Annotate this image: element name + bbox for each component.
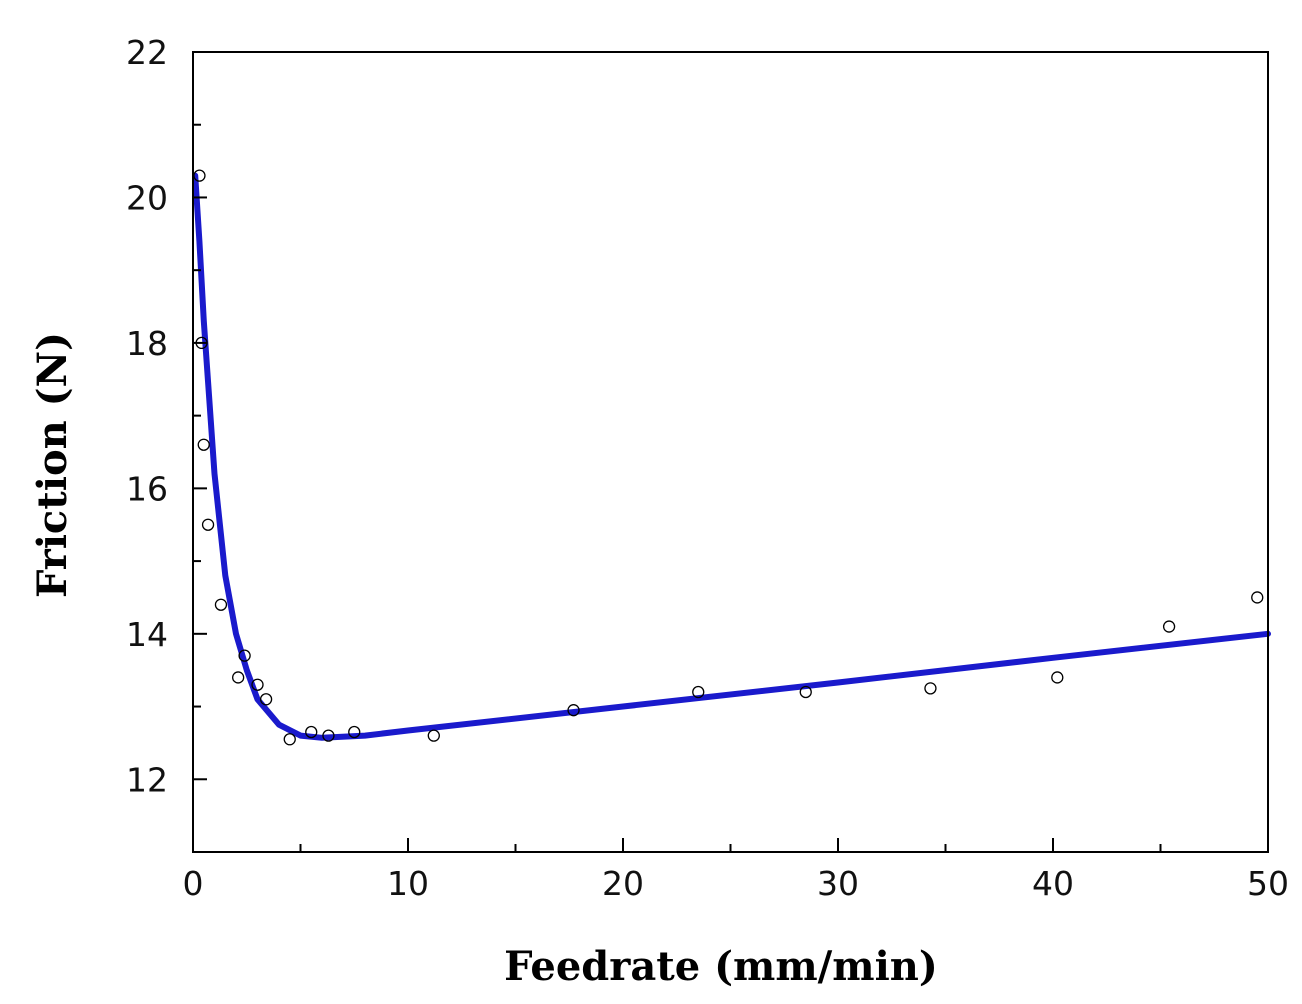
data-point [197, 438, 210, 451]
data-point [427, 729, 440, 742]
plot-frame [192, 51, 1269, 853]
plot-layer [192, 169, 1271, 746]
data-point [322, 729, 335, 742]
data-point [259, 693, 273, 706]
data-point [692, 685, 705, 699]
y-tick-label: 22 [126, 33, 168, 72]
y-tick-label: 12 [126, 760, 168, 799]
fitted-curve [192, 172, 1271, 741]
data-point [348, 725, 361, 739]
data-point [567, 704, 580, 717]
y-axis-title: Friction (N) [29, 332, 76, 598]
data-point [231, 671, 245, 684]
x-tick-label: 50 [1247, 864, 1289, 903]
data-point [305, 725, 318, 739]
x-tick-label: 0 [183, 864, 204, 903]
ticks-layer: 0 10 20 30 40 50 12 14 16 18 20 22 [126, 33, 1289, 903]
x-tick-label: 40 [1032, 864, 1074, 903]
data-point [1162, 620, 1176, 633]
data-point [1051, 671, 1064, 684]
data-point [214, 598, 228, 611]
y-tick-label: 14 [126, 615, 168, 654]
x-axis-title: Feedrate (mm/min) [504, 943, 938, 990]
data-point [799, 685, 812, 699]
y-tick-label: 16 [126, 469, 168, 508]
data-point [238, 649, 251, 662]
data-point [201, 518, 215, 531]
data-point [1251, 591, 1264, 604]
data-point [924, 682, 937, 695]
data-point [283, 733, 296, 746]
y-tick-label: 18 [126, 324, 168, 363]
x-tick-label: 20 [602, 864, 644, 903]
x-tick-label: 30 [817, 864, 859, 903]
y-tick-label: 20 [126, 178, 168, 217]
x-tick-label: 10 [387, 864, 429, 903]
data-point [251, 678, 264, 691]
